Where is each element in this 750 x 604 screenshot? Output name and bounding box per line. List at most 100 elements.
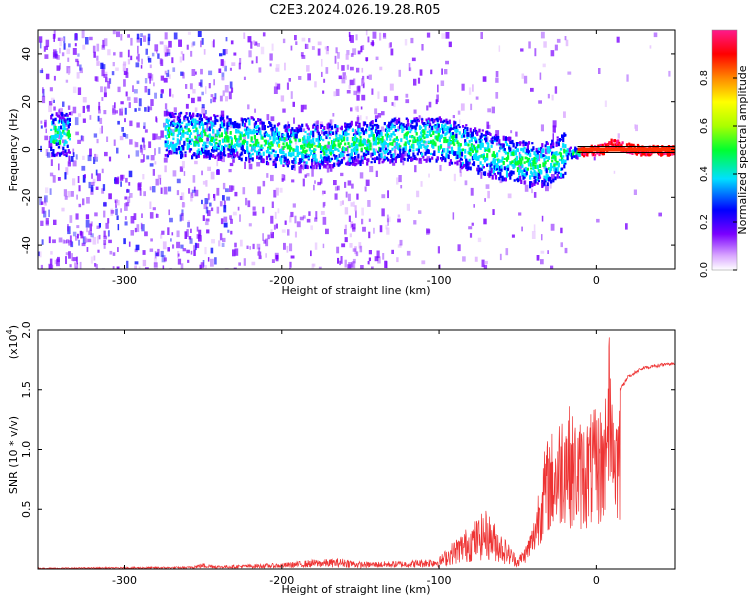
heatmap-noise-cell <box>368 218 371 222</box>
heatmap-ridge-cell <box>541 143 544 148</box>
heatmap-noise-cell <box>281 174 285 180</box>
heatmap-ridge-cell <box>493 154 496 159</box>
heatmap-noise-cell <box>116 31 120 38</box>
heatmap-noise-cell <box>492 209 495 215</box>
heatmap-noise-cell <box>225 96 228 102</box>
heatmap-ridge-cell <box>611 143 614 147</box>
heatmap-noise-cell <box>87 238 92 243</box>
heatmap-ridge-cell <box>533 151 536 155</box>
heatmap-ridge-cell <box>343 136 346 142</box>
heatmap-noise-cell <box>149 201 152 209</box>
heatmap-noise-cell <box>426 228 430 235</box>
heatmap-noise-cell <box>616 36 620 43</box>
heatmap-noise-cell <box>420 181 423 187</box>
heatmap-noise-cell <box>150 99 154 106</box>
heatmap-noise-cell <box>135 150 140 157</box>
heatmap-noise-cell <box>99 117 103 124</box>
heatmap-ridge-cell <box>573 155 576 158</box>
heatmap-noise-cell <box>542 63 546 68</box>
heatmap-noise-cell <box>565 39 569 47</box>
heatmap-noise-cell <box>242 150 244 157</box>
heatmap-ridge-cell <box>282 164 285 167</box>
heatmap-noise-cell <box>298 76 302 80</box>
heatmap-noise-cell <box>347 264 352 269</box>
heatmap-ridge-cell <box>471 148 474 153</box>
heatmap-ridge-cell <box>306 133 309 136</box>
heatmap-ridge-cell <box>248 121 251 126</box>
heatmap-noise-cell <box>310 250 312 257</box>
heatmap-ridge-cell <box>439 145 443 149</box>
heatmap-noise-cell <box>251 261 256 266</box>
heatmap-ridge-cell <box>424 141 427 144</box>
heatmap-noise-cell <box>352 227 356 232</box>
heatmap-noise-cell <box>390 48 394 56</box>
heatmap-noise-cell <box>136 224 140 232</box>
heatmap-ridge-cell <box>475 152 478 158</box>
heatmap-noise-cell <box>397 214 401 218</box>
heatmap-ridge-cell <box>223 150 226 156</box>
heatmap-noise-cell <box>344 229 347 235</box>
heatmap-noise-cell <box>141 224 145 232</box>
heatmap-noise-cell <box>351 262 354 268</box>
heatmap-noise-cell <box>275 255 279 260</box>
heatmap-noise-cell <box>473 204 475 208</box>
heatmap-noise-cell <box>229 162 234 167</box>
heatmap-noise-cell <box>168 186 172 192</box>
heatmap-noise-cell <box>180 244 184 249</box>
heatmap-ridge-cell <box>586 153 589 157</box>
heatmap-ridge-cell <box>524 141 527 146</box>
heatmap-noise-cell <box>163 44 168 53</box>
heatmap-noise-cell <box>394 95 399 101</box>
heatmap-noise-cell <box>321 191 324 196</box>
heatmap-noise-cell <box>132 85 134 92</box>
heatmap-noise-cell <box>222 237 226 243</box>
heatmap-noise-cell <box>231 185 235 191</box>
heatmap-ridge-cell <box>194 118 197 124</box>
heatmap-noise-cell <box>75 235 78 241</box>
heatmap-noise-cell <box>367 200 371 207</box>
heatmap-ridge-cell <box>309 165 313 169</box>
heatmap-ridge-cell <box>193 130 196 133</box>
heatmap-ridge-cell <box>258 149 261 152</box>
heatmap-ridge-cell <box>290 140 293 144</box>
heatmap-ridge-cell <box>198 125 201 129</box>
heatmap-noise-cell <box>126 260 129 269</box>
heatmap-noise-cell <box>304 174 307 178</box>
heatmap-noise-cell <box>475 96 479 100</box>
heatmap-ridge-cell <box>550 144 553 149</box>
heatmap-noise-cell <box>205 206 209 214</box>
heatmap-ridge-cell <box>463 134 466 138</box>
heatmap-ridge-cell <box>303 161 306 164</box>
heatmap-ridge-cell <box>544 160 547 165</box>
heatmap-ridge-cell <box>448 119 451 125</box>
heatmap-noise-cell <box>397 244 402 248</box>
heatmap-noise-cell <box>405 99 410 104</box>
heatmap-ridge-cell <box>198 117 201 121</box>
heatmap-noise-cell <box>119 108 123 116</box>
heatmap-noise-cell <box>39 41 42 49</box>
heatmap-ridge-cell <box>445 127 448 132</box>
heatmap-ridge-cell <box>480 167 483 172</box>
heatmap-ridge-cell <box>316 129 319 134</box>
heatmap-noise-cell <box>200 40 202 48</box>
heatmap-noise-cell <box>154 133 158 140</box>
heatmap-noise-cell <box>317 181 322 186</box>
heatmap-noise-cell <box>219 233 223 241</box>
heatmap-ridge-cell <box>273 137 276 142</box>
heatmap-ridge-cell <box>611 145 614 149</box>
heatmap-noise-cell <box>144 86 148 93</box>
heatmap-ridge-cell <box>508 144 511 148</box>
heatmap-noise-cell <box>104 151 108 157</box>
heatmap-ridge-cell <box>434 125 437 130</box>
heatmap-noise-cell <box>199 264 202 269</box>
heatmap-ridge-cell <box>192 112 195 118</box>
heatmap-noise-cell <box>76 256 78 265</box>
heatmap-noise-cell <box>411 57 416 62</box>
heatmap-noise-cell <box>78 185 81 192</box>
heatmap-ridge-cell <box>303 141 306 147</box>
heatmap-ridge-cell <box>417 148 420 153</box>
heatmap-noise-cell <box>42 87 44 94</box>
heatmap-ridge-cell <box>454 121 457 125</box>
heatmap-ridge-cell <box>405 117 408 120</box>
heatmap-noise-cell <box>379 66 383 71</box>
